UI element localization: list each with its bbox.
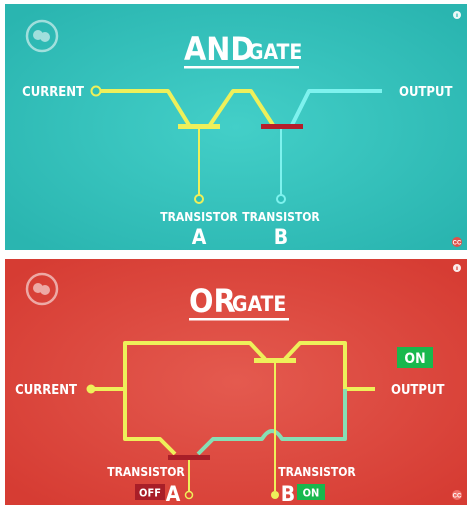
transistor-a-gate — [178, 124, 220, 129]
transistor-b-terminal — [276, 194, 286, 204]
or-transistor-b-terminal — [271, 491, 279, 499]
or-transistor-a-letter: A — [166, 482, 181, 505]
transistor-a-terminal — [194, 194, 204, 204]
transistor-a-letter: A — [192, 225, 207, 249]
and-output-label: OUTPUT — [399, 85, 452, 100]
or-transistor-b-state: ON — [303, 487, 320, 500]
and-gate-diagram: CC AND GATE CURRENT OUTPUT TRANSISTOR A … — [5, 4, 467, 250]
or-current-path-upper — [123, 341, 267, 389]
or-transistor-b-label: TRANSISTOR — [278, 465, 356, 479]
and-current-label: CURRENT — [22, 85, 84, 100]
or-transistor-a-terminal — [184, 490, 194, 500]
or-title-big: OR — [189, 282, 236, 320]
or-transistor-a-state-badge — [135, 484, 165, 500]
or-output-label: OUTPUT — [391, 383, 444, 398]
or-transistor-b-letter: B — [281, 482, 295, 505]
or-branch-wire — [196, 389, 347, 456]
info-icon[interactable] — [453, 11, 461, 19]
pbs-logo-icon — [25, 272, 59, 306]
or-current-path-lower — [87, 387, 177, 456]
or-gate-panel: CC OR GATE ON CURRENT OUTPUT TRANSISTOR … — [5, 259, 467, 505]
and-title-underline — [184, 66, 299, 69]
or-transistor-a-label: TRANSISTOR — [107, 465, 185, 479]
or-output-state: ON — [404, 351, 425, 367]
transistor-a-label: TRANSISTOR — [160, 210, 238, 224]
or-current-terminal — [86, 384, 96, 394]
or-transistor-b-gate — [254, 358, 296, 363]
transistor-b-label: TRANSISTOR — [242, 210, 320, 224]
and-middle-wire — [208, 89, 275, 127]
and-title-small: GATE — [248, 40, 302, 64]
or-title-underline — [189, 318, 289, 321]
transistor-b-gate — [261, 124, 303, 129]
or-output-state-badge — [397, 347, 433, 368]
info-icon[interactable] — [453, 264, 461, 272]
and-title-big: AND — [184, 30, 254, 68]
and-panel-background — [5, 4, 467, 250]
or-transistor-a-gate — [168, 455, 210, 460]
svg-text:CC: CC — [453, 494, 462, 500]
and-current-wire — [100, 89, 191, 127]
pbs-logo-icon — [25, 19, 59, 53]
and-current-terminal — [90, 85, 102, 97]
svg-text:CC: CC — [453, 241, 462, 247]
or-transistor-a-state: OFF — [139, 487, 161, 500]
or-output-wire — [283, 341, 375, 391]
and-output-wire — [290, 89, 382, 126]
or-panel-background — [5, 259, 467, 505]
and-gate-panel: CC AND GATE CURRENT OUTPUT TRANSISTOR A … — [5, 4, 467, 250]
or-gate-diagram: CC OR GATE ON CURRENT OUTPUT TRANSISTOR … — [5, 259, 467, 505]
or-transistor-b-state-badge — [297, 484, 325, 500]
crashcourse-badge-icon: CC — [452, 237, 462, 247]
crashcourse-badge-icon: CC — [452, 490, 462, 500]
transistor-b-letter: B — [274, 225, 288, 249]
or-current-label: CURRENT — [15, 383, 77, 398]
or-title-small: GATE — [232, 292, 286, 316]
